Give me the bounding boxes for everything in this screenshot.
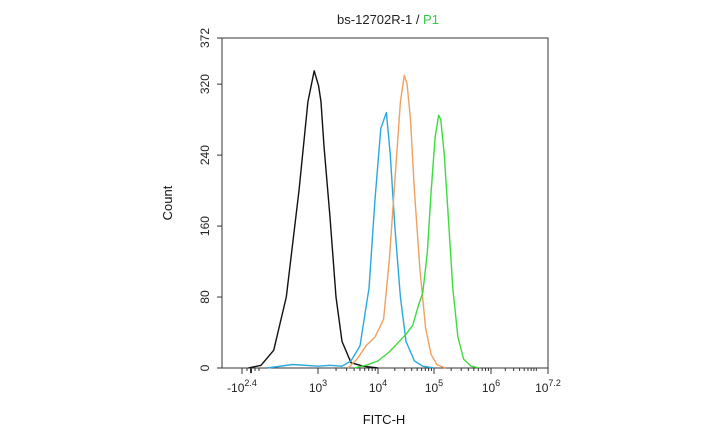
plot-area-frame xyxy=(221,37,549,369)
y-axis-label: Count xyxy=(160,185,175,220)
y-tick-label: 80 xyxy=(198,290,212,304)
x-tick-label: 107.2 xyxy=(535,378,561,395)
y-tick-label: 372 xyxy=(198,28,212,48)
chart-title: bs-12702R-1 / P1 xyxy=(337,12,439,27)
x-tick-label: -102.4 xyxy=(227,378,257,395)
x-tick-label: 103 xyxy=(309,378,327,395)
chart-title-main: bs-12702R-1 xyxy=(337,12,412,27)
series-line-2 xyxy=(267,111,435,369)
x-axis-label: FITC-H xyxy=(363,412,406,427)
chart-title-gate: P1 xyxy=(423,12,439,27)
y-tick-label: 0 xyxy=(198,364,212,371)
y-tick-label: 160 xyxy=(198,216,212,236)
series-layer xyxy=(248,70,480,369)
x-tick-label: 105 xyxy=(425,378,443,395)
x-tick-label: 106 xyxy=(482,378,500,395)
chart-title-separator: / xyxy=(412,12,423,27)
x-axis: -102.4 103 104 105 106 107.2 xyxy=(227,368,561,395)
series-line-3 xyxy=(347,74,446,369)
x-tick-label: 104 xyxy=(369,378,387,395)
series-line-1 xyxy=(248,70,379,369)
y-axis: 0 80 160 240 320 372 xyxy=(198,28,222,371)
y-tick-label: 240 xyxy=(198,145,212,165)
y-tick-label: 320 xyxy=(198,74,212,94)
series-line-4 xyxy=(353,114,480,369)
